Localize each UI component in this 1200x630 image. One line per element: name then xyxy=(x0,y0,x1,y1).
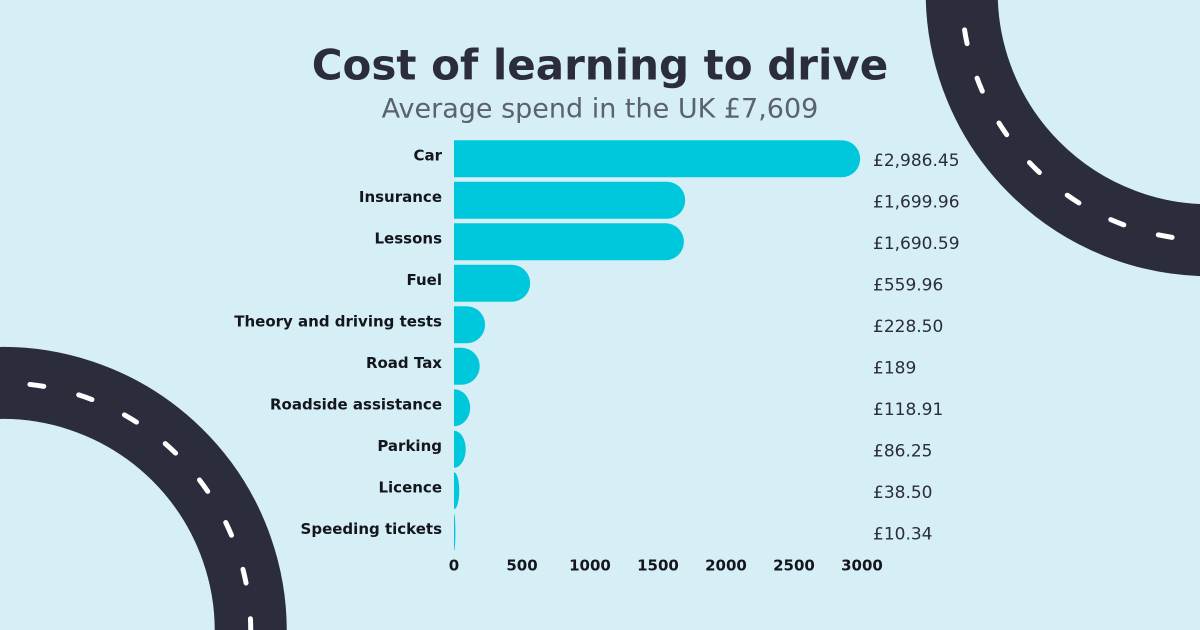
value-label: £86.25 xyxy=(873,441,932,461)
value-label: £189 xyxy=(873,358,916,378)
y-tick-label: Fuel xyxy=(407,271,443,289)
x-tick-label: 2000 xyxy=(705,557,747,575)
x-tick-label: 0 xyxy=(449,557,459,575)
y-tick-label: Roadside assistance xyxy=(270,395,442,413)
y-tick-label: Licence xyxy=(378,478,442,496)
value-label: £228.50 xyxy=(873,317,943,337)
x-tick-label: 1500 xyxy=(637,557,679,575)
road-top-right xyxy=(925,0,1200,276)
value-label: £1,690.59 xyxy=(873,234,960,254)
value-label: £10.34 xyxy=(873,524,932,544)
bar xyxy=(454,181,686,219)
y-tick-label: Insurance xyxy=(359,188,442,206)
value-label: £559.96 xyxy=(873,275,943,295)
y-tick-label: Speeding tickets xyxy=(301,520,443,538)
y-tick-label: Theory and driving tests xyxy=(234,312,442,330)
bar xyxy=(454,306,486,344)
bar xyxy=(454,223,684,261)
road-bottom-left xyxy=(0,346,287,630)
value-label: £118.91 xyxy=(873,400,943,420)
x-tick-label: 1000 xyxy=(569,557,611,575)
y-tick-label: Parking xyxy=(377,437,442,455)
bar xyxy=(454,513,456,551)
bar xyxy=(454,264,531,302)
x-tick-label: 500 xyxy=(506,557,537,575)
bar xyxy=(454,389,471,427)
x-tick-label: 2500 xyxy=(773,557,815,575)
bar xyxy=(454,347,480,385)
value-label: £38.50 xyxy=(873,483,932,503)
chart-subtitle: Average spend in the UK £7,609 xyxy=(382,94,819,125)
y-tick-label: Road Tax xyxy=(366,354,442,372)
bar xyxy=(454,140,861,178)
y-tick-label: Lessons xyxy=(375,229,443,247)
value-label: £1,699.96 xyxy=(873,192,960,212)
y-tick-label: Car xyxy=(413,146,442,164)
bar xyxy=(454,430,466,468)
chart-title: Cost of learning to drive xyxy=(312,41,889,90)
x-tick-label: 3000 xyxy=(841,557,883,575)
value-label: £2,986.45 xyxy=(873,151,960,171)
bar xyxy=(454,472,460,510)
